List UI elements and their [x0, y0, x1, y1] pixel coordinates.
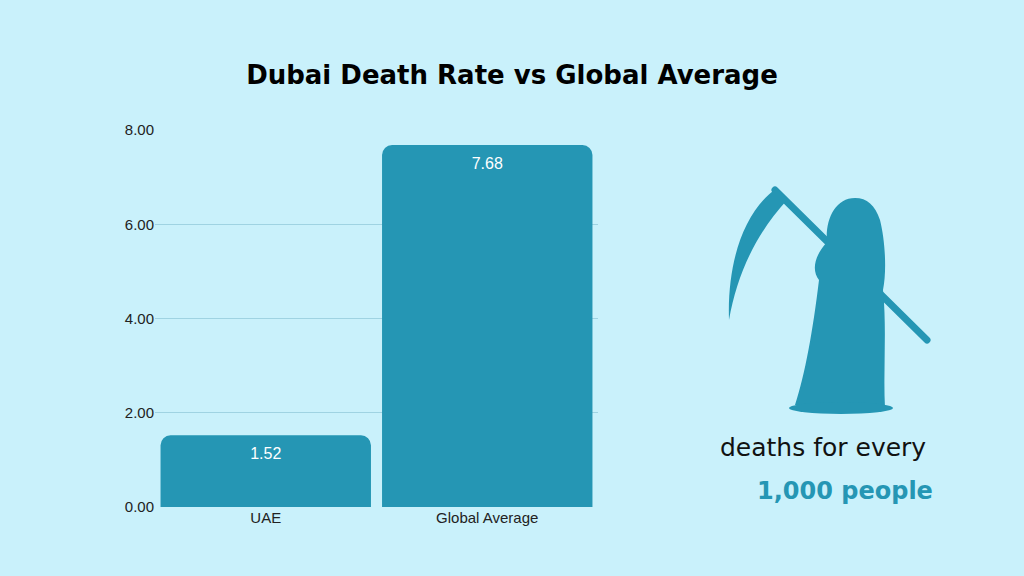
- svg-text:8.00: 8.00: [125, 121, 154, 138]
- svg-text:4.00: 4.00: [125, 310, 154, 327]
- svg-text:2.00: 2.00: [125, 404, 154, 421]
- svg-text:6.00: 6.00: [125, 216, 154, 233]
- svg-text:deaths for every: deaths for every: [720, 433, 926, 462]
- svg-text:1,000 people: 1,000 people: [757, 477, 933, 505]
- svg-text:7.68: 7.68: [472, 155, 503, 172]
- svg-text:Dubai Death Rate vs Global Ave: Dubai Death Rate vs Global Average: [246, 60, 778, 90]
- svg-text:Global Average: Global Average: [436, 509, 538, 526]
- svg-text:UAE: UAE: [250, 509, 281, 526]
- svg-text:1.52: 1.52: [250, 445, 281, 462]
- svg-text:0.00: 0.00: [125, 498, 154, 515]
